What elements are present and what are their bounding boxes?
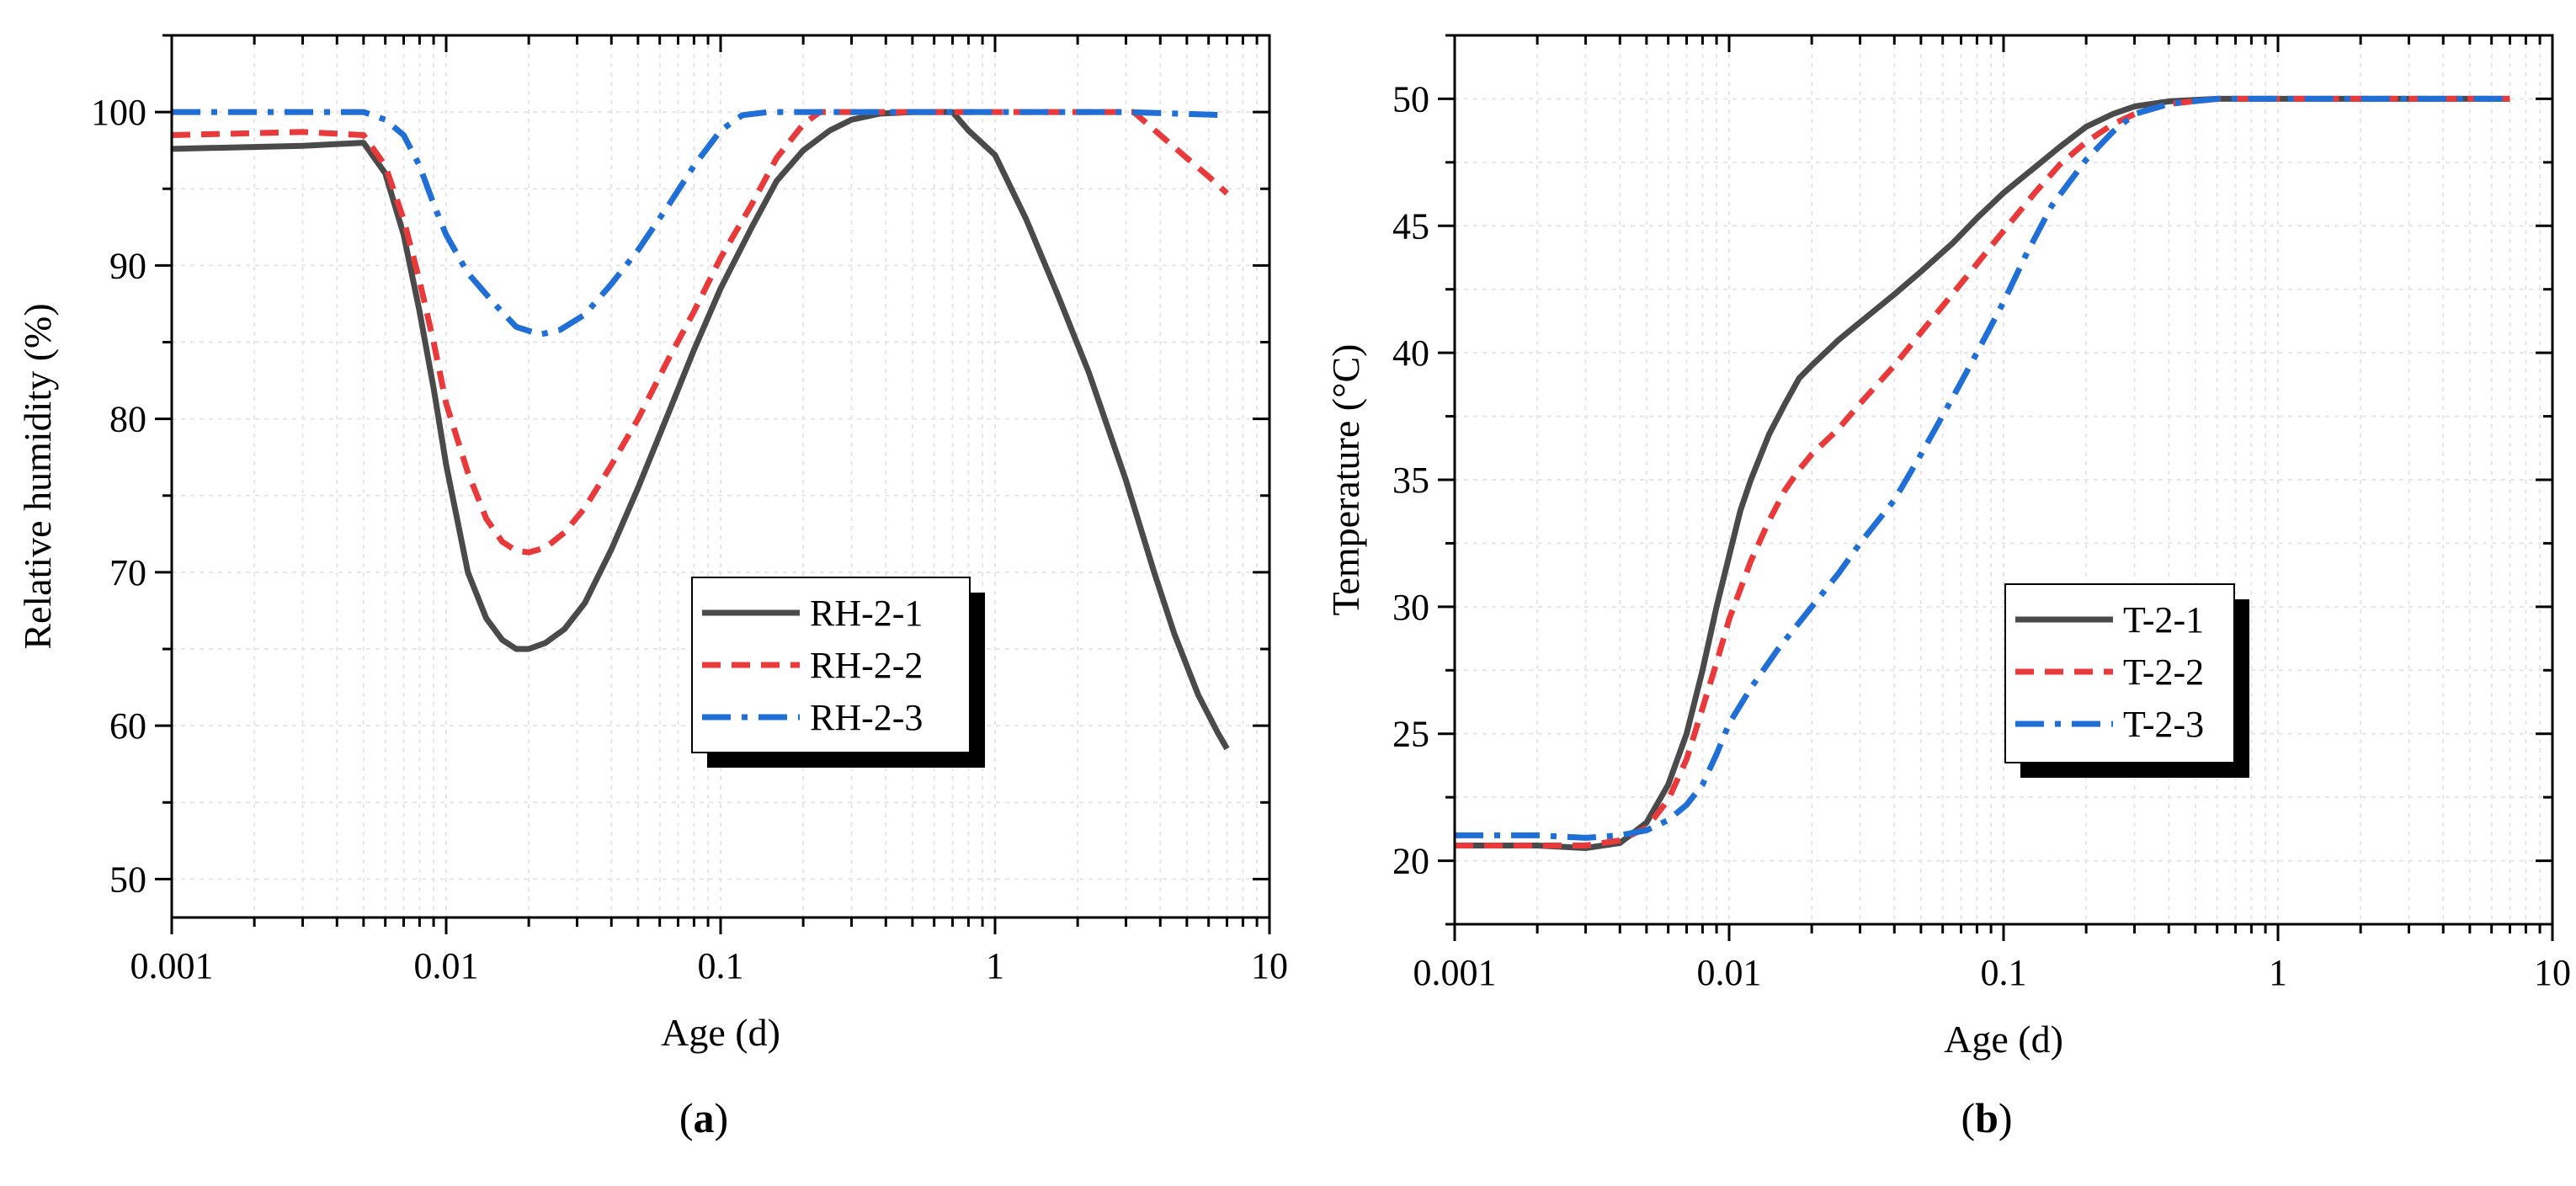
legend-label-t-2-1: T-2-1 bbox=[2123, 599, 2204, 641]
legend: T-2-1 T-2-2 T-2-3 bbox=[2004, 583, 2249, 778]
panel-label-paren: ) bbox=[715, 1094, 729, 1141]
legend-box bbox=[2004, 583, 2235, 763]
y-axis-title: Temperature (°C) bbox=[1324, 344, 1367, 616]
y-tick-label: 90 bbox=[109, 245, 146, 286]
panel-label-letter: a bbox=[694, 1094, 715, 1141]
series-line-t-2-2 bbox=[1455, 95, 2510, 848]
panel-label: (a) bbox=[679, 1094, 728, 1141]
y-tick-label: 45 bbox=[1392, 205, 1429, 247]
y-tick-label: 30 bbox=[1392, 587, 1429, 628]
y-tick-label: 80 bbox=[109, 399, 146, 440]
legend-label-t-2-3: T-2-3 bbox=[2123, 704, 2204, 745]
x-tick-label: 10 bbox=[2534, 952, 2571, 993]
panel-label-paren: ( bbox=[1961, 1094, 1975, 1141]
x-tick-label: 0.001 bbox=[130, 945, 214, 987]
x-tick-label: 1 bbox=[986, 945, 1004, 987]
series-line-t-2-1 bbox=[1455, 95, 2510, 851]
legend-label-rh-2-3: RH-2-3 bbox=[810, 697, 923, 738]
y-tick-label: 70 bbox=[109, 552, 146, 593]
tick-marks bbox=[1438, 34, 2554, 941]
panel-label-letter: b bbox=[1975, 1094, 1999, 1141]
y-tick-label: 100 bbox=[91, 92, 146, 133]
chart-panel-a: 0.001 0.01 0.1 1 10 50 60 70 80 90 100 Age (d) Relat… bbox=[16, 34, 1288, 1141]
legend-label-rh-2-1: RH-2-1 bbox=[810, 593, 923, 634]
series-line-rh-2-3 bbox=[172, 109, 1227, 338]
panel-label-paren: ) bbox=[1999, 1094, 2013, 1141]
legend: RH-2-1 RH-2-2 RH-2-3 bbox=[691, 577, 985, 768]
series-line-t-2-3 bbox=[1455, 95, 2510, 841]
y-tick-label: 60 bbox=[109, 705, 146, 747]
y-tick-label: 20 bbox=[1392, 841, 1429, 882]
x-tick-label: 1 bbox=[2269, 952, 2287, 993]
x-tick-label: 0.1 bbox=[1981, 952, 2027, 993]
x-tick-label: 0.1 bbox=[698, 945, 744, 987]
x-tick-label: 0.01 bbox=[1697, 952, 1762, 993]
panel-label: (b) bbox=[1961, 1094, 2012, 1141]
x-tick-label: 0.01 bbox=[414, 945, 479, 987]
y-tick-label: 35 bbox=[1392, 460, 1429, 501]
x-axis-title: Age (d) bbox=[661, 1011, 780, 1054]
panel-label-paren: ( bbox=[679, 1094, 694, 1141]
y-tick-label: 50 bbox=[109, 859, 146, 900]
y-axis-title: Relative humidity (%) bbox=[16, 303, 59, 649]
grid-lines bbox=[171, 35, 1269, 917]
chart-panel-b: 0.001 0.01 0.1 1 10 20 25 30 35 40 45 50 Age (d) Temp… bbox=[1324, 34, 2571, 1141]
x-axis-title: Age (d) bbox=[1944, 1018, 2063, 1061]
y-tick-label: 50 bbox=[1392, 78, 1429, 120]
legend-label-rh-2-2: RH-2-2 bbox=[810, 645, 923, 686]
grid-lines bbox=[1454, 35, 2552, 925]
tick-marks bbox=[155, 34, 1271, 934]
x-tick-label: 10 bbox=[1251, 945, 1288, 987]
y-tick-label: 40 bbox=[1392, 332, 1429, 374]
y-tick-label: 25 bbox=[1392, 714, 1429, 755]
series-line-rh-2-1 bbox=[171, 109, 1230, 751]
x-tick-label: 0.001 bbox=[1413, 952, 1497, 993]
legend-label-t-2-2: T-2-2 bbox=[2123, 652, 2204, 693]
series-line-rh-2-2 bbox=[171, 109, 1229, 556]
